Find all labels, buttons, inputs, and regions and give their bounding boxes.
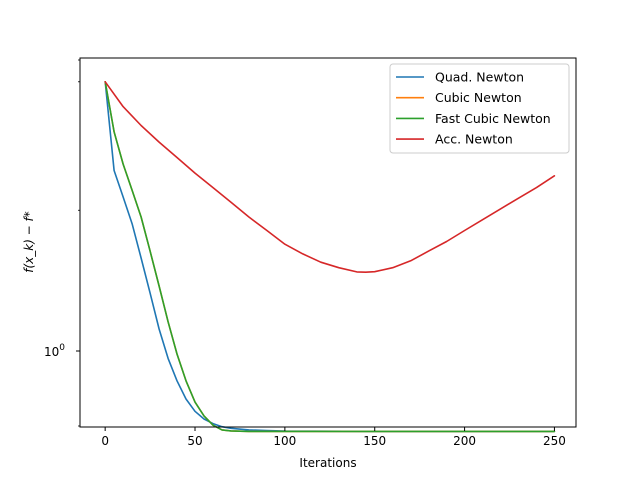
x-axis-label: Iterations [299, 456, 356, 470]
x-tick-label-1: 50 [187, 434, 202, 448]
legend-box [389, 63, 570, 154]
series-lines [104, 81, 556, 433]
series-line-3 [104, 81, 556, 274]
legend-label-0: Quad. Newton [435, 70, 524, 85]
legend-label-3: Acc. Newton [435, 132, 513, 147]
series-line-2 [104, 81, 556, 433]
y-axis-label: f(x_k) − f* [22, 211, 36, 273]
plot-frame [79, 57, 577, 428]
x-tick-label-3: 150 [363, 434, 386, 448]
axis-ticks: 0 50 100 150 200 250 [76, 59, 566, 448]
legend-entries: Quad. Newton Cubic Newton Fast Cubic Newto… [396, 70, 551, 147]
x-tick-label-4: 200 [453, 434, 476, 448]
legend: Quad. Newton Cubic Newton Fast Cubic Newto… [389, 63, 570, 154]
y-tick-label-major: 100 [44, 343, 65, 359]
legend-label-1: Cubic Newton [435, 90, 522, 105]
x-tick-label-2: 100 [273, 434, 296, 448]
legend-label-2: Fast Cubic Newton [435, 111, 551, 126]
x-tick-label-5: 250 [543, 434, 566, 448]
x-tick-label-0: 0 [101, 434, 109, 448]
